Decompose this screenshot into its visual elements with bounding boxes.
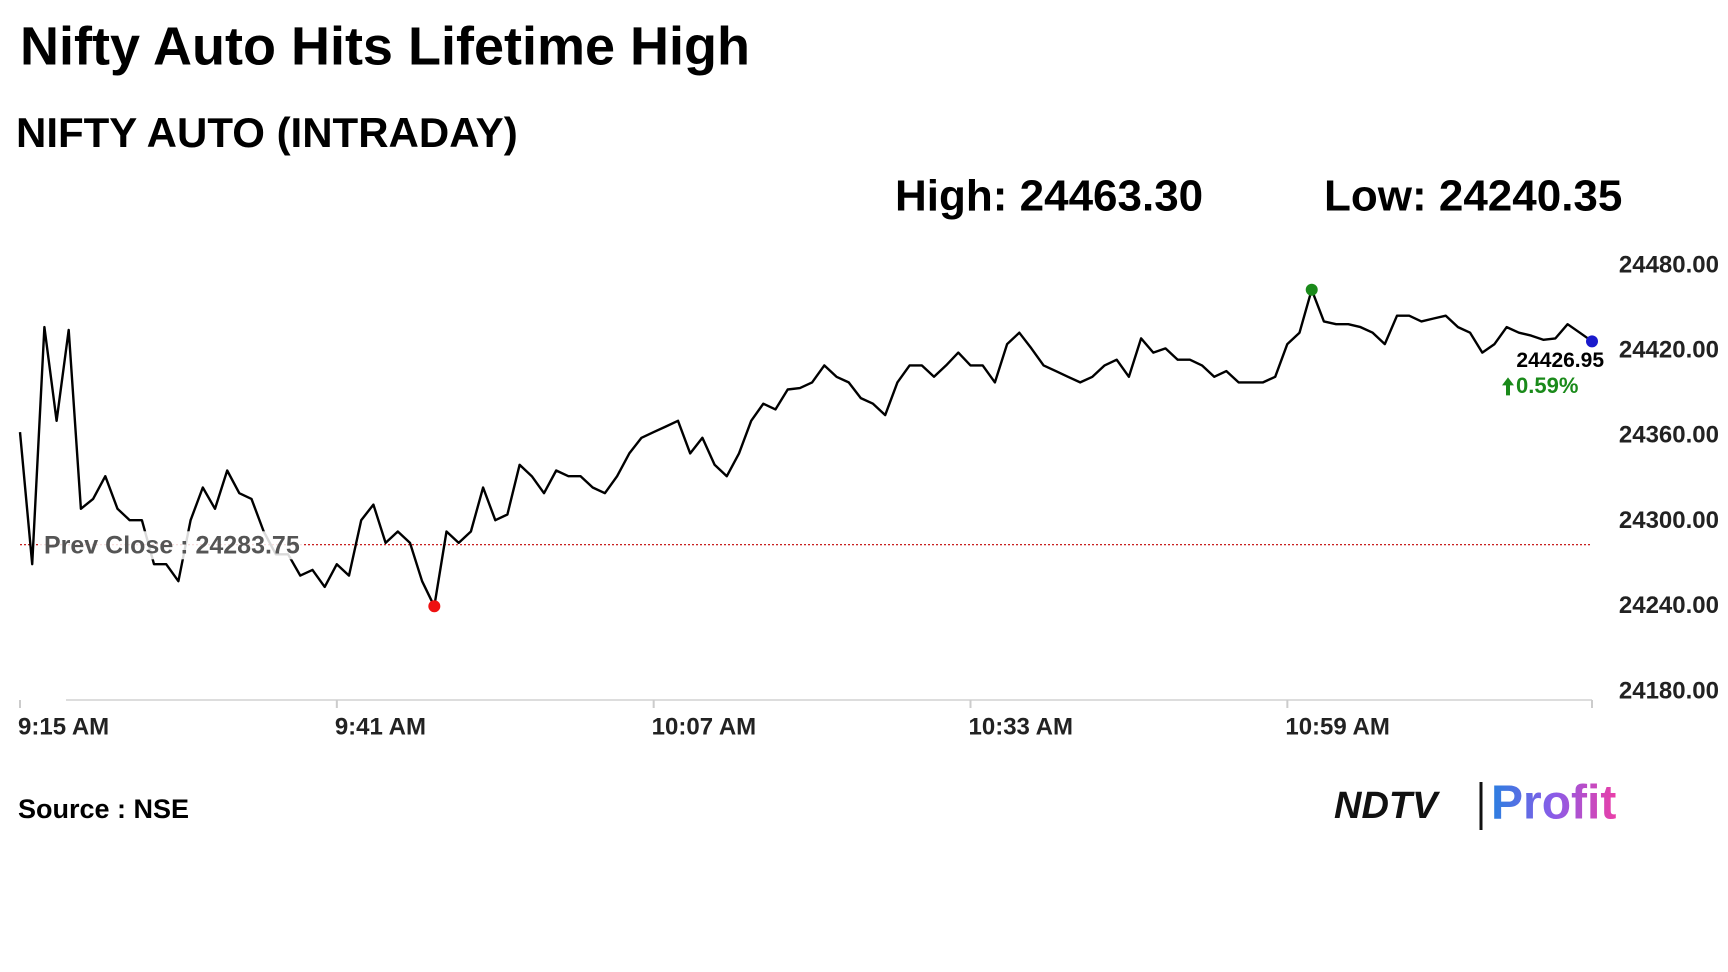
subtitle: NIFTY AUTO (INTRADAY) [16,109,518,156]
y-tick-label: 24480.00 [1619,251,1719,278]
logo-product: Profit [1491,777,1616,830]
x-tick-label: 10:07 AM [652,713,756,740]
x-tick-label: 10:59 AM [1285,713,1389,740]
y-tick-label: 24420.00 [1619,337,1719,364]
source: Source : NSE [18,794,189,824]
change-arrow [1502,377,1514,396]
low-label: Low: 24240.35 [1324,172,1622,221]
change-label: 0.59% [1516,373,1578,398]
y-tick-label: 24300.00 [1619,507,1719,534]
high-marker [1305,283,1318,296]
low-marker [428,600,441,613]
high-label: High: 24463.30 [895,172,1203,221]
prev-close-label: Prev Close : 24283.75 [44,531,300,559]
title: Nifty Auto Hits Lifetime High [20,16,750,76]
last-value-label: 24426.95 [1516,349,1604,372]
last-marker [1586,335,1598,348]
y-tick-label: 24240.00 [1619,592,1719,619]
y-tick-label: 24360.00 [1619,422,1719,449]
x-tick-label: 9:41 AM [335,713,426,740]
y-tick-label: 24180.00 [1619,677,1719,704]
prev-close-label-bg [40,531,304,560]
x-tick-label: 10:33 AM [969,713,1073,740]
logo-brand: NDTV [1334,785,1440,827]
x-tick-label: 9:15 AM [18,713,109,740]
